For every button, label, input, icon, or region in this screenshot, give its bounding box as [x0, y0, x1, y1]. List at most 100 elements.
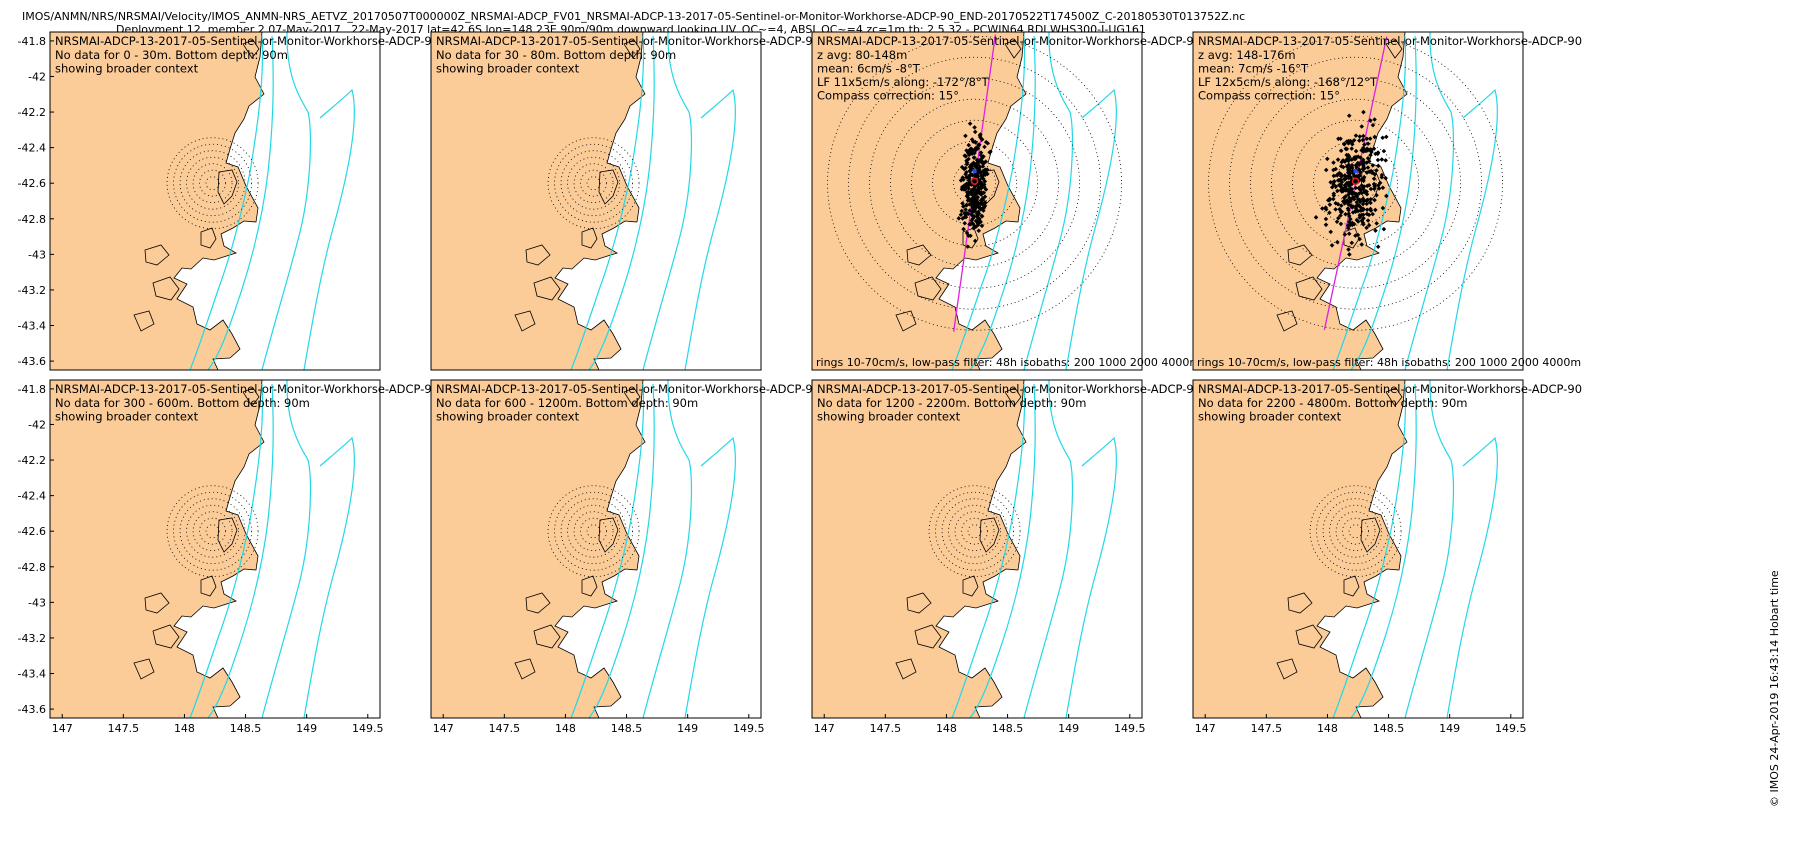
isobath-line	[1350, 35, 1417, 371]
velocity-point	[1364, 225, 1369, 231]
velocity-point	[959, 208, 965, 214]
speed-ring	[1292, 119, 1419, 247]
lon-tick-label: 149.5	[1114, 722, 1146, 735]
speed-ring	[911, 119, 1038, 247]
velocity-point	[1349, 205, 1355, 210]
lon-tick-label: 147	[433, 722, 454, 735]
lat-tick-label: -42	[28, 418, 46, 431]
velocity-point	[1368, 200, 1373, 206]
isobath-line	[684, 436, 736, 719]
speed-ring	[848, 56, 1101, 310]
isobath-line	[207, 35, 274, 371]
speed-ring	[1271, 98, 1440, 268]
mean-vector-tip	[972, 169, 977, 174]
island	[1360, 517, 1381, 553]
land-mass	[811, 379, 1027, 719]
velocity-point	[1354, 191, 1359, 197]
panel-info-line: No data for 30 - 80m. Bottom depth: 90m	[436, 48, 676, 62]
velocity-point	[1380, 205, 1386, 211]
isobath-line	[261, 379, 311, 719]
velocity-point	[1323, 222, 1329, 228]
speed-ring	[1313, 140, 1398, 226]
lat-tick-label: -43.4	[18, 668, 46, 681]
island	[217, 169, 238, 205]
velocity-point	[1372, 117, 1377, 122]
mean-marker	[970, 177, 979, 185]
island	[533, 624, 561, 649]
panel-title: NRSMAI-ADCP-13-2017-05-Sentinel-or-Monit…	[1198, 382, 1582, 396]
velocity-point	[1333, 207, 1338, 212]
velocity-point	[1379, 157, 1385, 162]
map-panel: rings 10-70cm/s, low-pass filter: 48h is…	[1192, 31, 1582, 371]
lon-tick-label: 147.5	[870, 722, 902, 735]
velocity-point	[1360, 185, 1366, 190]
map-panel: NRSMAI-ADCP-13-2017-05-Sentinel-or-Monit…	[430, 379, 820, 735]
velocity-point	[1351, 197, 1357, 202]
lon-tick-label: 149	[677, 722, 698, 735]
island	[906, 592, 932, 614]
land-mass	[49, 379, 265, 719]
land-mass	[49, 31, 265, 371]
isobath-line	[1023, 31, 1073, 371]
velocity-point	[1366, 222, 1372, 228]
velocity-point	[1343, 211, 1348, 217]
velocity-point	[1337, 177, 1342, 183]
panel-info-line: showing broader context	[55, 62, 199, 76]
island	[623, 387, 641, 407]
isobath-line	[1446, 88, 1498, 371]
velocity-point	[1346, 162, 1351, 168]
isobath-line	[1332, 35, 1407, 371]
isobath-line	[1065, 436, 1117, 719]
island	[962, 575, 979, 597]
lon-tick-label: 149.5	[352, 722, 384, 735]
speed-ring	[1208, 35, 1503, 331]
map-panel: rings 10-70cm/s, low-pass filter: 48h is…	[811, 31, 1201, 371]
island	[1295, 276, 1323, 301]
lat-tick-label: -41.8	[18, 35, 46, 48]
lon-tick-label: 148	[555, 722, 576, 735]
island	[514, 658, 536, 680]
velocity-point	[1375, 244, 1381, 250]
velocity-point	[1384, 134, 1389, 140]
speed-ring	[1334, 161, 1377, 205]
panel-info-line: LF 12x5cm/s along: -168°/12°T	[1198, 75, 1378, 89]
island	[581, 575, 598, 597]
isobath-line	[570, 383, 645, 719]
velocity-point	[1372, 186, 1377, 192]
copyright-note: © IMOS 24-Apr-2019 16:43:14 Hobart time	[1768, 570, 1781, 807]
island	[623, 39, 641, 59]
island	[242, 39, 260, 59]
isobath-line	[189, 383, 264, 719]
isobath-line	[1350, 383, 1417, 719]
panel-title: NRSMAI-ADCP-13-2017-05-Sentinel-or-Monit…	[55, 34, 439, 48]
lon-tick-label: 148.5	[1373, 722, 1405, 735]
island	[200, 227, 217, 249]
speed-ring	[179, 150, 246, 217]
panel-info-line: showing broader context	[436, 410, 580, 424]
island	[152, 624, 180, 649]
panel-info-line: showing broader context	[55, 410, 199, 424]
lon-tick-label: 148	[174, 722, 195, 735]
island	[217, 517, 238, 553]
velocity-point	[1370, 211, 1375, 217]
isobath-line	[1404, 379, 1454, 719]
isobath-line	[1404, 31, 1454, 371]
velocity-point	[1344, 152, 1349, 158]
velocity-point	[1359, 148, 1364, 153]
velocity-point	[1353, 204, 1358, 209]
lon-tick-label: 147.5	[489, 722, 520, 735]
panel-title: NRSMAI-ADCP-13-2017-05-Sentinel-or-Monit…	[1198, 34, 1582, 48]
velocity-point	[1366, 212, 1372, 218]
velocity-point	[1327, 196, 1333, 202]
lat-tick-label: -42.2	[18, 106, 46, 119]
velocity-point	[1357, 236, 1362, 242]
speed-ring	[573, 163, 614, 204]
velocity-point	[1327, 210, 1332, 215]
panel-info-line: showing broader context	[436, 62, 580, 76]
panel-frame	[430, 31, 762, 371]
lon-tick-label: 148.5	[230, 722, 261, 735]
lat-tick-label: -42.6	[18, 177, 46, 190]
island	[1343, 575, 1360, 597]
velocity-point	[1336, 215, 1341, 221]
